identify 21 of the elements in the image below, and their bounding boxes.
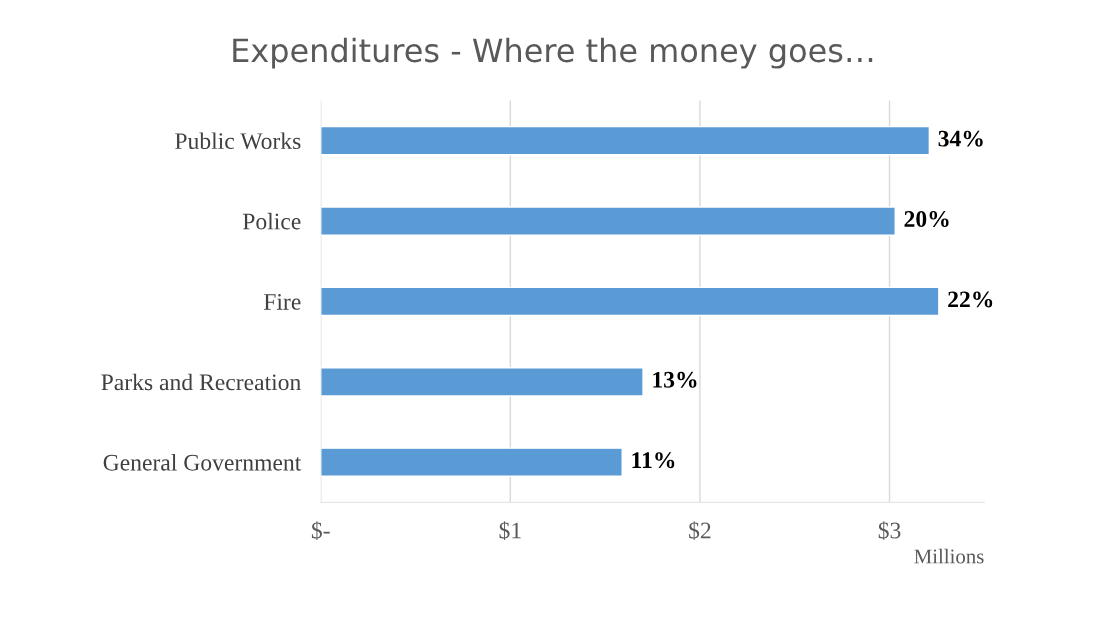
bar: [320, 447, 623, 477]
x-tick-label: $1: [499, 521, 521, 541]
y-tick-label: General Government: [103, 454, 302, 471]
annotation: 11%: [632, 452, 675, 469]
annotation: 20%: [904, 211, 949, 228]
y-tick-label: Parks and Recreation: [101, 373, 301, 391]
annotation: 34%: [938, 130, 983, 147]
chart-title: Expenditures - Where the money goes…: [233, 37, 873, 69]
bar: [320, 367, 644, 397]
y-tick-label: Police: [242, 212, 301, 230]
x-tick-label: $2: [689, 521, 711, 541]
x-axis-title: Millions: [914, 548, 984, 564]
annotation: 13%: [653, 371, 697, 388]
bar: [320, 206, 896, 236]
annotation: 22%: [948, 291, 993, 308]
bar: [320, 125, 931, 156]
y-tick-label: Fire: [263, 294, 301, 310]
y-tick-label: Public Works: [175, 132, 301, 150]
bar: [320, 286, 940, 317]
x-tick-label: $3: [878, 521, 901, 541]
x-tick-label: $-: [311, 521, 330, 541]
